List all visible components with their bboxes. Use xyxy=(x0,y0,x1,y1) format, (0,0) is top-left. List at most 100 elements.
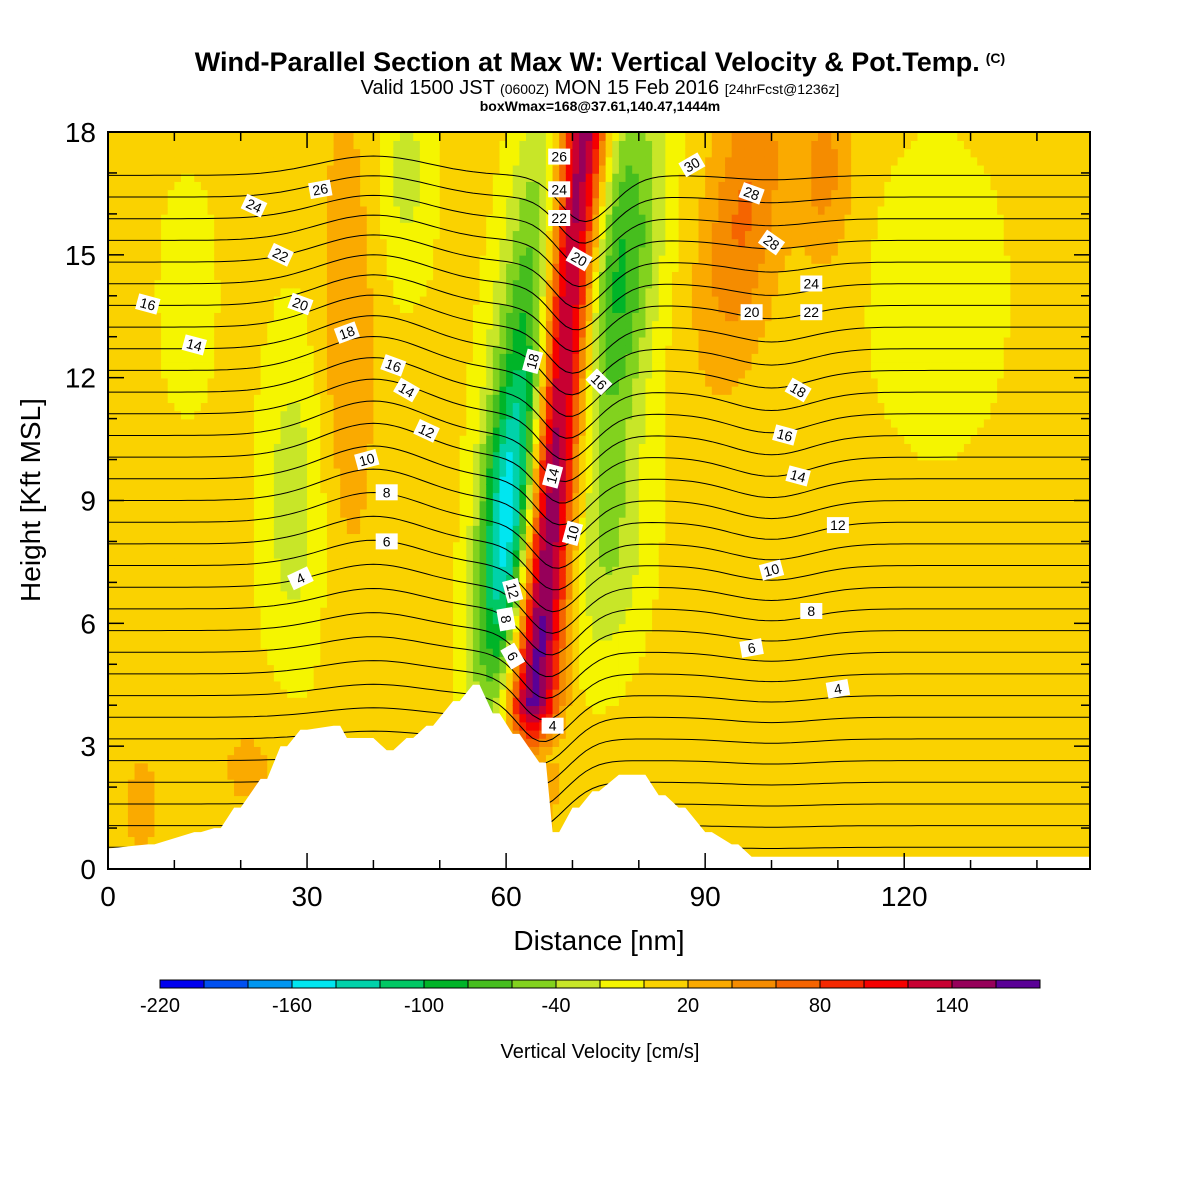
velocity-cell xyxy=(386,500,395,510)
velocity-cell xyxy=(180,434,189,444)
velocity-cell xyxy=(426,156,434,166)
velocity-cell xyxy=(253,590,262,600)
velocity-cell xyxy=(459,623,468,633)
velocity-cell xyxy=(466,287,474,297)
velocity-cell xyxy=(154,271,162,281)
velocity-cell xyxy=(167,181,176,191)
velocity-cell xyxy=(446,189,454,199)
velocity-cell xyxy=(433,402,441,412)
velocity-cell xyxy=(273,541,282,551)
velocity-cell xyxy=(134,795,142,805)
velocity-cell xyxy=(134,533,142,543)
velocity-cell xyxy=(300,238,308,248)
velocity-cell xyxy=(200,803,209,813)
velocity-cell xyxy=(393,566,401,575)
velocity-cell xyxy=(200,631,209,641)
velocity-cell xyxy=(406,181,415,191)
velocity-cell xyxy=(360,434,368,444)
velocity-cell xyxy=(174,549,182,559)
velocity-cell xyxy=(426,574,434,584)
velocity-cell xyxy=(260,566,269,575)
velocity-cell xyxy=(340,475,348,485)
velocity-cell xyxy=(214,451,222,461)
velocity-cell xyxy=(433,320,441,330)
velocity-cell xyxy=(154,729,162,739)
velocity-cell xyxy=(459,312,468,322)
velocity-cell xyxy=(280,164,288,174)
velocity-cell xyxy=(108,328,116,338)
velocity-cell xyxy=(353,172,361,182)
velocity-cell xyxy=(240,688,249,698)
velocity-cell xyxy=(267,500,275,510)
velocity-cell xyxy=(260,631,269,641)
velocity-cell xyxy=(433,566,441,575)
velocity-cell xyxy=(333,500,342,510)
velocity-cell xyxy=(419,189,428,199)
velocity-cell xyxy=(439,508,448,518)
velocity-cell xyxy=(207,344,215,354)
velocity-cell xyxy=(194,484,202,494)
velocity-cell xyxy=(393,729,401,739)
velocity-cell xyxy=(227,574,235,584)
velocity-cell xyxy=(267,680,275,690)
velocity-cell xyxy=(453,467,461,477)
velocity-cell xyxy=(446,369,454,379)
velocity-cell xyxy=(253,369,262,379)
velocity-cell xyxy=(154,148,162,158)
velocity-cell xyxy=(207,222,215,232)
velocity-cell xyxy=(439,443,448,453)
velocity-cell xyxy=(333,369,342,379)
velocity-cell xyxy=(459,500,468,510)
velocity-cell xyxy=(220,566,229,575)
velocity-cell xyxy=(273,590,282,600)
velocity-cell xyxy=(313,213,322,223)
velocity-cell xyxy=(114,361,123,371)
velocity-cell xyxy=(439,303,448,313)
velocity-cell xyxy=(240,778,249,788)
velocity-cell xyxy=(174,156,182,166)
velocity-cell xyxy=(346,516,355,526)
velocity-cell xyxy=(180,737,189,747)
velocity-cell xyxy=(174,353,182,363)
velocity-cell xyxy=(234,606,242,616)
velocity-cell xyxy=(227,443,235,453)
velocity-cell xyxy=(174,426,182,436)
velocity-cell xyxy=(253,533,262,543)
velocity-cell xyxy=(127,598,136,608)
velocity-cell xyxy=(207,418,215,428)
velocity-cell xyxy=(134,361,142,371)
velocity-cell xyxy=(340,688,348,698)
velocity-cell xyxy=(360,222,368,232)
velocity-cell xyxy=(426,508,434,518)
velocity-cell xyxy=(154,623,162,633)
velocity-cell xyxy=(180,328,189,338)
velocity-cell xyxy=(453,688,461,698)
velocity-cell xyxy=(406,500,415,510)
velocity-cell xyxy=(134,549,142,559)
velocity-cell xyxy=(234,377,242,387)
velocity-cell xyxy=(227,484,235,494)
velocity-cell xyxy=(386,320,395,330)
velocity-cell xyxy=(154,451,162,461)
velocity-cell xyxy=(167,656,176,666)
velocity-cell xyxy=(134,426,142,436)
velocity-cell xyxy=(174,819,182,829)
velocity-cell xyxy=(127,189,136,199)
velocity-cell xyxy=(406,615,415,625)
velocity-cell xyxy=(154,574,162,584)
velocity-cell xyxy=(200,697,209,707)
velocity-cell xyxy=(366,623,375,633)
velocity-cell xyxy=(108,418,116,428)
velocity-cell xyxy=(419,680,428,690)
velocity-cell xyxy=(393,287,401,297)
velocity-cell xyxy=(333,443,342,453)
velocity-cell xyxy=(194,737,202,747)
velocity-cell xyxy=(161,705,169,715)
velocity-cell xyxy=(134,353,142,363)
velocity-cell xyxy=(234,549,242,559)
velocity-cell xyxy=(267,197,275,207)
velocity-cell xyxy=(287,623,295,633)
velocity-cell xyxy=(446,598,454,608)
velocity-cell xyxy=(466,197,474,207)
velocity-cell xyxy=(333,688,342,698)
